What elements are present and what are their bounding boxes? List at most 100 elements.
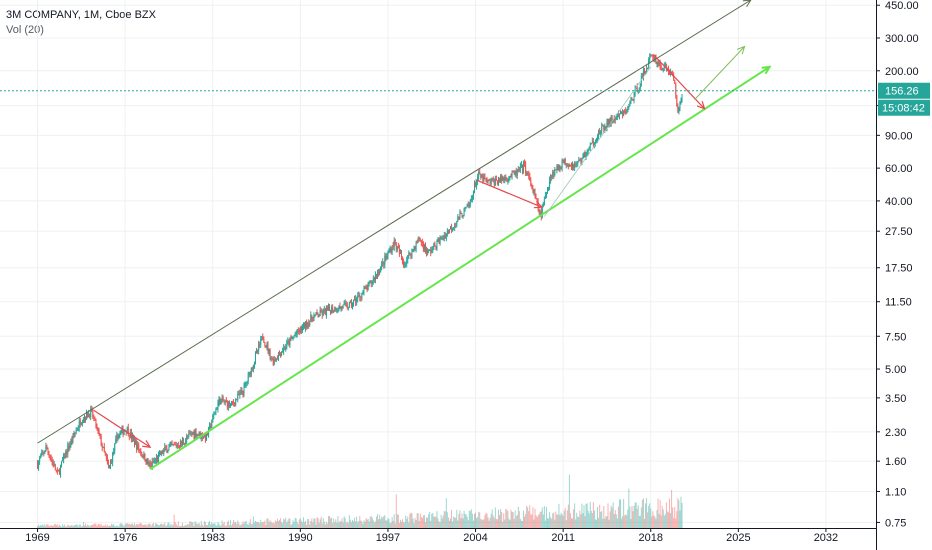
time-tick-label: 2025: [726, 532, 750, 544]
volume-bar: [627, 509, 629, 528]
volume-bar: [495, 519, 497, 528]
volume-bar: [215, 524, 217, 528]
candle-body: [543, 198, 545, 205]
candle-body: [674, 80, 676, 84]
volume-bar: [468, 510, 470, 528]
volume-bar: [310, 521, 312, 528]
volume-bar: [156, 524, 158, 528]
candle-body: [333, 310, 335, 312]
volume-bar: [338, 522, 340, 528]
candle-body: [424, 244, 426, 251]
volume-bar: [220, 525, 222, 528]
price-tick-label: 17.50: [885, 263, 913, 275]
candle-body: [480, 173, 482, 178]
candle-body: [414, 247, 416, 250]
volume-bar: [294, 517, 296, 528]
candle-body: [283, 347, 285, 352]
volume-bar: [68, 525, 70, 528]
candle-body: [50, 457, 52, 460]
candle-body: [146, 458, 148, 464]
volume-bar: [564, 507, 566, 528]
volume-bar: [520, 520, 522, 528]
volume-bar: [213, 523, 215, 528]
candle-body: [506, 179, 508, 182]
volume-bar: [614, 510, 616, 528]
candle-body: [238, 393, 240, 395]
volume-bar: [99, 525, 101, 528]
volume-bar: [323, 521, 325, 528]
volume-bar: [405, 515, 407, 528]
candle-body: [539, 211, 541, 213]
volume-bar: [348, 515, 350, 528]
candle-body: [638, 87, 640, 91]
volume-bar: [180, 526, 182, 528]
volume-bar: [66, 526, 68, 528]
candle-body: [174, 444, 176, 446]
volume-bar: [342, 522, 344, 528]
volume-bar: [86, 526, 88, 528]
candle-body: [597, 136, 599, 141]
candle-body: [515, 170, 517, 176]
candle-body: [681, 94, 683, 102]
volume-bar: [447, 517, 449, 528]
volume-bar: [428, 514, 430, 528]
volume-bar: [657, 498, 659, 528]
volume-bar: [660, 515, 662, 528]
candle-body: [394, 240, 396, 244]
volume-bar: [183, 526, 185, 528]
volume-bars: [37, 474, 683, 528]
volume-bar: [506, 509, 508, 528]
volume-bar: [669, 498, 671, 528]
volume-bar: [47, 524, 49, 528]
candle-body: [38, 461, 40, 468]
candle-body: [103, 446, 105, 452]
volume-bar: [636, 508, 638, 528]
volume-bar: [502, 521, 504, 528]
volume-bar: [201, 524, 203, 528]
volume-bar: [615, 514, 617, 528]
candle-body: [43, 452, 45, 454]
candle-body: [656, 62, 658, 64]
volume-bar: [553, 512, 555, 528]
volume-bar: [317, 517, 319, 528]
candle-body: [545, 193, 547, 196]
volume-bar: [380, 519, 382, 528]
candle-body: [606, 121, 608, 130]
candle-body: [320, 310, 322, 313]
candle-body: [57, 470, 59, 472]
volume-bar: [137, 524, 139, 528]
candle-body: [82, 419, 84, 423]
volume-bar: [98, 523, 100, 528]
volume-bar: [542, 514, 544, 528]
volume-bar: [169, 525, 171, 528]
candle-body: [624, 110, 626, 112]
volume-bar: [454, 517, 456, 528]
candle-body: [652, 55, 654, 57]
volume-bar: [113, 524, 115, 528]
volume-bar: [403, 522, 405, 528]
volume-bar: [238, 522, 240, 528]
volume-bar: [580, 514, 582, 528]
chart-title[interactable]: 3M COMPANY, 1M, Cboe BZX: [6, 9, 156, 21]
candle-body: [634, 89, 636, 96]
volume-bar: [321, 523, 323, 528]
candle-body: [565, 164, 567, 166]
volume-indicator-label[interactable]: Vol (20): [6, 24, 44, 36]
candle-body: [328, 306, 329, 311]
candle-body: [119, 432, 121, 435]
candle-body: [312, 319, 314, 322]
volume-bar: [528, 511, 530, 528]
candle-body: [649, 56, 651, 60]
candle-body: [445, 233, 447, 238]
candle-body: [234, 403, 236, 405]
volume-bar: [354, 517, 356, 528]
candle-body: [475, 184, 477, 187]
volume-bar: [39, 526, 41, 528]
volume-bar: [143, 524, 145, 528]
candle-body: [110, 461, 112, 466]
candle-body: [83, 417, 85, 420]
candle-body: [39, 458, 41, 462]
candle-body: [258, 344, 260, 352]
candle-body: [145, 461, 147, 464]
